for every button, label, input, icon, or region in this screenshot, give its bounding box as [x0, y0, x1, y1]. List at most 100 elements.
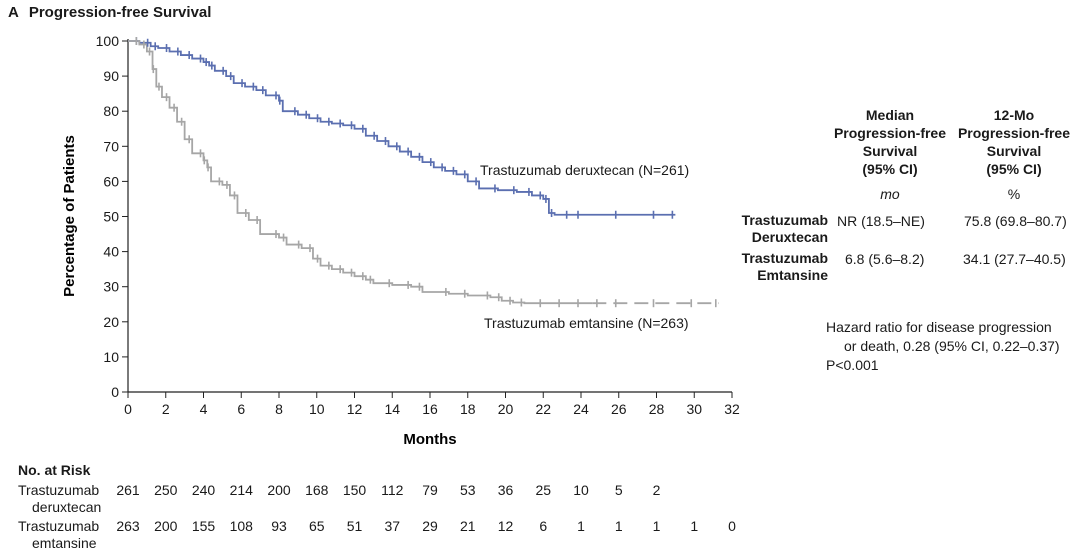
- risk-count: 1: [614, 518, 623, 534]
- head-line: Survival: [862, 143, 918, 159]
- y-tick-label: 30: [103, 279, 119, 295]
- row-label-line: Emtansine: [757, 267, 828, 283]
- hazard-ratio-note: Hazard ratio for disease progression or …: [826, 318, 1060, 375]
- series-line-deruxtecan: [128, 40, 676, 216]
- risk-count: 1: [652, 518, 661, 534]
- head-line: (95% CI): [862, 161, 918, 177]
- y-tick-label: 20: [103, 314, 119, 330]
- y-tick-label: 100: [96, 33, 120, 49]
- risk-count: 261: [116, 482, 140, 498]
- x-tick-label: 22: [535, 401, 551, 417]
- twelve-mo-emtansine: 34.1 (27.7–40.5): [963, 251, 1066, 267]
- series-label-emtansine: Trastuzumab emtansine (N=263): [484, 315, 689, 331]
- risk-count: 10: [573, 482, 589, 498]
- risk-count: 112: [381, 482, 404, 498]
- censor-marks: [135, 37, 717, 308]
- risk-count: 200: [154, 518, 178, 534]
- risk-count: 263: [116, 518, 140, 534]
- x-tick-label: 6: [237, 401, 245, 417]
- median-emtansine: 6.8 (5.6–8.2): [845, 251, 925, 267]
- risk-count: 5: [614, 482, 623, 498]
- risk-count: 25: [535, 482, 552, 498]
- p-value: P<0.001: [826, 357, 879, 373]
- y-tick-label: 90: [103, 68, 119, 84]
- risk-count: 214: [229, 482, 253, 498]
- x-axis-label: Months: [403, 431, 456, 448]
- x-tick-label: 12: [347, 401, 363, 417]
- risk-count: 108: [229, 518, 253, 534]
- head-line: (95% CI): [986, 161, 1042, 177]
- risk-label-line: Trastuzumab: [18, 518, 100, 534]
- risk-count: 168: [305, 482, 329, 498]
- table-head-median: Median Progression-free Survival (95% CI…: [830, 106, 950, 178]
- y-tick-label: 70: [103, 138, 119, 154]
- x-tick-label: 10: [309, 401, 325, 417]
- risk-count: 12: [497, 518, 514, 534]
- risk-label-line: emtansine: [32, 535, 97, 551]
- risk-count: 93: [271, 518, 287, 534]
- x-tick-label: 32: [724, 401, 740, 417]
- series-label-deruxtecan: Trastuzumab deruxtecan (N=261): [480, 162, 689, 178]
- risk-count: 250: [154, 482, 178, 498]
- unit-median: mo: [880, 186, 900, 202]
- x-tick-label: 26: [611, 401, 627, 417]
- x-tick-label: 4: [200, 401, 208, 417]
- table-head-12mo: 12-Mo Progression-free Survival (95% CI): [953, 106, 1075, 178]
- risk-label-line: deruxtecan: [32, 499, 102, 515]
- risk-count: 1: [577, 518, 585, 534]
- risk-count: 150: [342, 482, 367, 498]
- y-tick-label: 10: [103, 349, 119, 365]
- risk-count: 36: [497, 482, 514, 498]
- y-tick-label: 40: [103, 244, 119, 260]
- x-tick-label: 30: [686, 401, 702, 417]
- risk-label-deruxtecan: Trastuzumab deruxtecan: [18, 482, 101, 516]
- risk-count: 65: [308, 518, 325, 534]
- twelve-mo-deruxtecan: 75.8 (69.8–80.7): [964, 213, 1067, 229]
- unit-12mo: %: [1007, 186, 1021, 202]
- x-tick-label: 8: [275, 401, 283, 417]
- risk-count: 0: [728, 518, 736, 534]
- panel-title-text: Progression-free Survival: [28, 4, 212, 21]
- risk-count: 29: [422, 518, 438, 534]
- hazard-line: Hazard ratio for disease progression: [826, 319, 1052, 335]
- x-tick-label: 0: [124, 401, 132, 417]
- row-label-line: Deruxtecan: [751, 229, 828, 245]
- x-tick-label: 24: [573, 401, 589, 417]
- row-label-line: Trastuzumab: [741, 212, 828, 228]
- row-label-line: Trastuzumab: [741, 250, 828, 266]
- risk-count: 21: [459, 518, 476, 534]
- head-line: Median: [865, 107, 915, 123]
- head-line: Progression-free: [957, 125, 1071, 141]
- y-tick-label: 50: [103, 209, 119, 225]
- y-tick-label: 0: [111, 384, 119, 400]
- risk-label-line: Trastuzumab: [18, 482, 100, 498]
- panel-letter: A: [8, 4, 19, 21]
- row-label-emtansine: Trastuzumab Emtansine: [718, 250, 828, 284]
- risk-table-title: No. at Risk: [18, 462, 91, 478]
- risk-count: 51: [346, 518, 363, 534]
- y-axis-label: Percentage of Patients: [61, 135, 78, 297]
- risk-count: 37: [384, 518, 401, 534]
- risk-count: 2: [652, 482, 661, 498]
- x-tick-label: 2: [162, 401, 170, 417]
- x-tick-label: 14: [384, 401, 400, 417]
- risk-count: 53: [459, 482, 476, 498]
- risk-label-emtansine: Trastuzumab emtansine: [18, 518, 99, 552]
- x-tick-label: 28: [649, 401, 665, 417]
- y-tick-label: 80: [103, 103, 119, 119]
- head-line: Survival: [986, 143, 1042, 159]
- panel-title: A Progression-free Survival: [8, 4, 211, 21]
- risk-count: 1: [690, 518, 699, 534]
- hazard-line: or death, 0.28 (95% CI, 0.22–0.37): [844, 338, 1060, 354]
- risk-count: 155: [191, 518, 216, 534]
- risk-count: 6: [539, 518, 548, 534]
- x-tick-label: 18: [460, 401, 476, 417]
- risk-count: 200: [267, 482, 291, 498]
- x-tick-label: 16: [422, 401, 438, 417]
- median-deruxtecan: NR (18.5–NE): [837, 213, 925, 229]
- risk-count: 240: [191, 482, 216, 498]
- row-label-deruxtecan: Trastuzumab Deruxtecan: [718, 212, 828, 246]
- head-line: 12-Mo: [993, 107, 1035, 123]
